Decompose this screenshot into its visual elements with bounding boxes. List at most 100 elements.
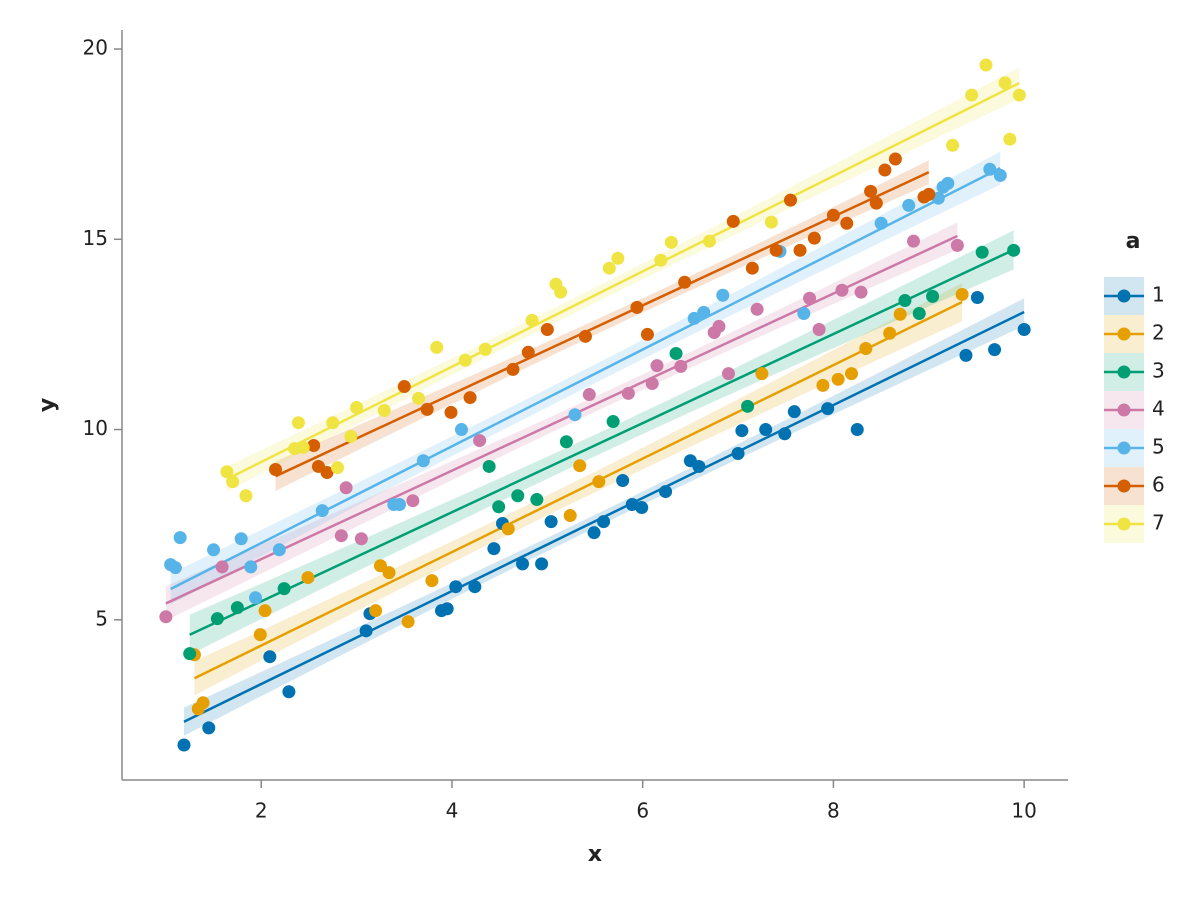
point — [226, 475, 240, 489]
point — [535, 557, 549, 571]
point — [731, 447, 745, 461]
point — [420, 402, 434, 416]
point — [950, 238, 964, 252]
point — [778, 427, 792, 441]
point — [592, 475, 606, 489]
point — [334, 529, 348, 543]
point — [597, 515, 611, 529]
point — [946, 138, 960, 152]
fit-line — [165, 234, 958, 605]
point — [735, 424, 749, 438]
point — [473, 434, 487, 448]
point — [587, 526, 601, 540]
point — [783, 193, 797, 207]
point — [354, 532, 368, 546]
legend-swatch-dot — [1117, 289, 1131, 303]
point — [234, 532, 248, 546]
point — [521, 345, 535, 359]
point — [835, 283, 849, 297]
point — [941, 176, 955, 190]
legend-label: 5 — [1152, 435, 1165, 459]
point — [440, 602, 454, 616]
point — [412, 391, 426, 405]
point — [492, 500, 506, 514]
point — [902, 198, 916, 212]
point — [516, 557, 530, 571]
point — [307, 439, 321, 453]
point — [611, 251, 625, 265]
fit-line — [189, 248, 1015, 636]
point — [506, 362, 520, 376]
point — [339, 481, 353, 495]
point — [764, 215, 778, 229]
y-axis-label: y — [35, 398, 60, 412]
point — [955, 287, 969, 301]
y-tick-label: 15 — [83, 226, 108, 250]
point — [645, 377, 659, 391]
x-tick-label: 6 — [636, 799, 649, 823]
point — [816, 378, 830, 392]
point — [220, 465, 234, 479]
point — [258, 604, 272, 618]
point — [726, 214, 740, 228]
legend-swatch-dot — [1117, 441, 1131, 455]
point — [416, 454, 430, 468]
point — [554, 285, 568, 299]
point — [540, 322, 554, 336]
fit-line — [275, 171, 930, 478]
x-axis-label: x — [588, 842, 602, 867]
point — [797, 306, 811, 320]
confidence-band — [275, 160, 929, 491]
point — [253, 628, 267, 642]
point — [812, 322, 826, 336]
point — [998, 76, 1012, 90]
point — [821, 402, 835, 416]
point — [616, 474, 630, 488]
point — [874, 216, 888, 230]
point — [859, 341, 873, 355]
point — [463, 391, 477, 405]
point — [544, 515, 558, 529]
point — [320, 466, 334, 480]
point — [678, 275, 692, 289]
point — [845, 367, 859, 381]
point — [511, 489, 525, 503]
point — [177, 738, 191, 752]
point — [291, 416, 305, 430]
point — [831, 372, 845, 386]
point — [769, 243, 783, 257]
point — [840, 216, 854, 230]
point — [397, 380, 411, 394]
point — [478, 342, 492, 356]
x-tick-label: 10 — [1011, 799, 1036, 823]
point — [755, 367, 769, 381]
point — [1012, 88, 1026, 102]
legend-swatch-dot — [1117, 365, 1131, 379]
legend-label: 7 — [1152, 511, 1165, 535]
point — [850, 423, 864, 437]
point — [869, 196, 883, 210]
point — [406, 494, 420, 508]
point — [664, 235, 678, 249]
point — [269, 462, 283, 476]
point — [621, 386, 635, 400]
y-tick-label: 10 — [83, 416, 108, 440]
point — [926, 289, 940, 303]
points — [159, 58, 1031, 752]
point — [975, 245, 989, 259]
point — [898, 294, 912, 308]
point — [159, 610, 173, 624]
point — [654, 253, 668, 267]
point — [687, 311, 701, 325]
point — [702, 234, 716, 248]
point — [582, 388, 596, 402]
point — [202, 721, 216, 735]
point — [215, 560, 229, 574]
point — [959, 348, 973, 362]
point — [377, 404, 391, 418]
point — [239, 489, 253, 503]
point — [350, 400, 364, 414]
x-tick-label: 4 — [446, 799, 459, 823]
point — [787, 405, 801, 419]
